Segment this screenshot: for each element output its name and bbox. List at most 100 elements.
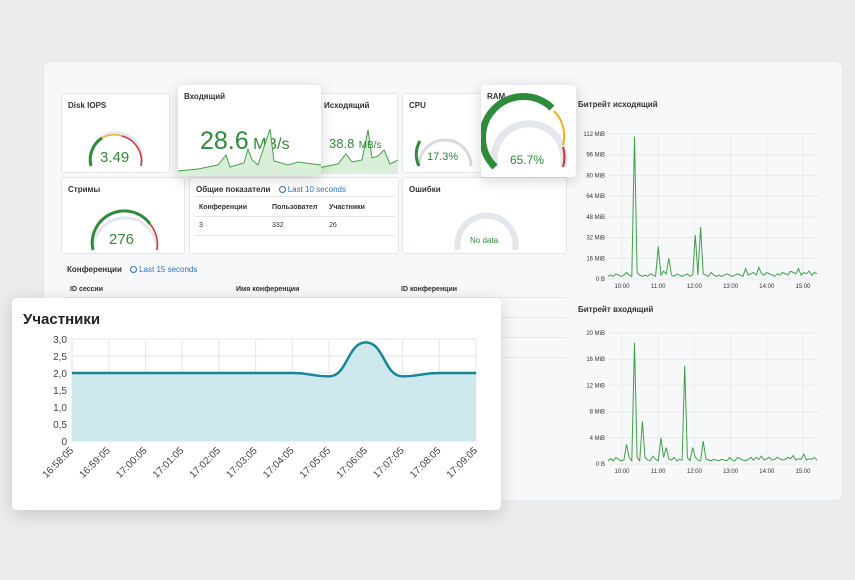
y-tick-label: 2,0 bbox=[53, 369, 67, 380]
popup-title: Участники bbox=[23, 311, 101, 328]
y-tick-label: 1,0 bbox=[53, 403, 67, 414]
col-conference-id[interactable]: ID конференции bbox=[401, 286, 458, 293]
summary-time-range[interactable]: Last 10 seconds bbox=[278, 185, 346, 194]
outgoing-unit: MB/s bbox=[358, 140, 382, 151]
conferences-time-range[interactable]: Last 15 seconds bbox=[130, 265, 197, 274]
y-tick-label: 4 MiB bbox=[590, 436, 605, 442]
summary-title: Общие показатели bbox=[196, 185, 271, 194]
streams-value: 276 bbox=[109, 231, 135, 248]
x-tick-label: 17:07:05 bbox=[371, 445, 407, 481]
disk-iops-gauge bbox=[88, 131, 144, 167]
panel-title: Исходящий bbox=[324, 101, 370, 110]
summary-header-line bbox=[195, 216, 395, 217]
x-tick-label: 10:00 bbox=[614, 284, 630, 290]
x-tick-label: 17:08:05 bbox=[408, 445, 444, 481]
incoming-number: 28.6 bbox=[200, 127, 249, 155]
y-tick-label: 16 MiB bbox=[586, 357, 605, 363]
series-line bbox=[607, 136, 818, 278]
x-tick-label: 15:00 bbox=[795, 284, 811, 290]
x-tick-label: 17:02:05 bbox=[188, 445, 224, 481]
ram-panel: RAM 65.7% bbox=[481, 85, 576, 177]
y-tick-label: 112 MiB bbox=[583, 132, 605, 138]
x-tick-label: 11:00 bbox=[651, 469, 666, 475]
bitrate-out-chart: 112 MiB 96 MiB 80 MiB 64 MiB 48 MiB 32 MiB 16 … bbox=[583, 132, 818, 290]
cell-participants: 26 bbox=[329, 222, 337, 229]
x-tick-label: 17:09:05 bbox=[445, 445, 481, 481]
cpu-panel: CPU 17.3% bbox=[402, 93, 482, 173]
outgoing-value: 38.8 MB/s bbox=[329, 135, 382, 153]
bitrate-in-panel: Битрейт входящий 20 MiB 16 MiB 12 MiB 8 MiB… bbox=[572, 298, 827, 488]
summary-row-line bbox=[195, 235, 395, 236]
x-tick-label: 16:58:05 bbox=[41, 445, 77, 481]
x-tick-label: 17:00:05 bbox=[114, 445, 150, 481]
panel-title: RAM bbox=[487, 92, 506, 101]
y-tick-label: 8 MiB bbox=[590, 410, 605, 416]
y-tick-label: 16 MiB bbox=[586, 256, 605, 262]
x-tick-label: 14:00 bbox=[759, 284, 775, 290]
incoming-sparkline bbox=[178, 128, 321, 176]
x-tick-label: 17:03:05 bbox=[224, 445, 260, 481]
y-tick-label: 20 MiB bbox=[586, 331, 605, 337]
series-line bbox=[607, 342, 818, 463]
outgoing-sparkline bbox=[318, 129, 398, 174]
conferences-title: Конференции bbox=[67, 265, 122, 274]
x-tick-label: 17:04:05 bbox=[261, 445, 297, 481]
panel-title: Стримы bbox=[68, 185, 101, 194]
bitrate-in-chart: 20 MiB 16 MiB 12 MiB 8 MiB 4 MiB 0 B 10:00 11:0… bbox=[586, 331, 818, 475]
x-tick-label: 12:00 bbox=[687, 284, 703, 290]
disk-iops-value: 3.49 bbox=[100, 149, 130, 166]
x-tick-label: 14:00 bbox=[759, 469, 775, 475]
y-tick-label: 48 MiB bbox=[586, 215, 605, 221]
participants-chart: 3,0 2,5 2,0 1,5 1,0 0,5 016:58:05 16:59:05 17:00… bbox=[41, 335, 481, 481]
panel-title: Битрейт исходящий bbox=[578, 100, 658, 109]
bitrate-out-panel: Битрейт исходящий 112 MiB 96 MiB 80 MiB 64 … bbox=[572, 93, 827, 293]
y-tick-label: 64 MiB bbox=[586, 194, 605, 200]
panel-title: Disk IOPS bbox=[68, 101, 107, 110]
col-participants[interactable]: Участники bbox=[329, 204, 365, 211]
summary-top-line bbox=[195, 196, 395, 197]
ram-gauge bbox=[481, 92, 568, 170]
x-tick-label: 17:01:05 bbox=[151, 445, 187, 481]
clock-icon bbox=[130, 266, 138, 273]
participants-popup: Участники 3,0 2,5 2,0 1,5 1,0 0,5 0 16:58:05 16:… bbox=[12, 298, 501, 510]
col-conferences[interactable]: Конференции bbox=[199, 204, 248, 211]
y-tick-label: 0,5 bbox=[53, 420, 67, 431]
y-tick-label: 0 bbox=[61, 437, 67, 448]
x-tick-label: 10:00 bbox=[614, 469, 630, 475]
outgoing-panel: Исходящий 38.8 MB/s bbox=[318, 93, 398, 174]
y-tick-label: 0 B bbox=[596, 277, 605, 283]
streams-panel: Стримы 276 bbox=[61, 177, 185, 254]
x-tick-label: 13:00 bbox=[723, 469, 739, 475]
y-tick-label: 3,0 bbox=[53, 335, 67, 346]
y-tick-label: 12 MiB bbox=[586, 383, 605, 389]
y-tick-label: 32 MiB bbox=[586, 236, 605, 242]
x-tick-label: 17:05:05 bbox=[298, 445, 334, 481]
panel-title: Общие показатели Last 10 seconds bbox=[196, 185, 346, 194]
cpu-value: 17.3% bbox=[427, 151, 459, 163]
panel-title: Входящий bbox=[184, 92, 226, 101]
incoming-panel: Входящий 28.6 MB/s bbox=[178, 85, 321, 176]
y-tick-label: 2,5 bbox=[53, 352, 67, 363]
col-users[interactable]: Пользовател bbox=[272, 204, 318, 211]
area-fill bbox=[72, 342, 476, 441]
x-tick-label: 16:59:05 bbox=[78, 445, 114, 481]
y-tick-label: 96 MiB bbox=[586, 153, 605, 159]
y-tick-label: 1,5 bbox=[53, 386, 67, 397]
ram-value: 65.7% bbox=[510, 153, 545, 167]
summary-time-range-label: Last 10 seconds bbox=[287, 185, 346, 194]
x-tick-label: 13:00 bbox=[723, 284, 739, 290]
summary-table: Конференции Пользовател Участники 3 332 … bbox=[190, 178, 400, 255]
panel-title: Конференции Last 15 seconds bbox=[67, 265, 197, 274]
clock-icon bbox=[278, 186, 286, 193]
conferences-header-line bbox=[66, 297, 566, 298]
summary-panel: Общие показатели Last 10 seconds Конфере… bbox=[189, 177, 399, 254]
panel-title: CPU bbox=[409, 101, 426, 110]
cell-conferences: 3 bbox=[199, 222, 203, 229]
y-tick-label: 80 MiB bbox=[586, 173, 605, 179]
col-session-id[interactable]: ID сессии bbox=[70, 286, 104, 293]
series-line bbox=[71, 341, 476, 378]
y-tick-label: 0 B bbox=[596, 462, 605, 468]
errors-no-data: No data bbox=[470, 236, 499, 245]
cell-users: 332 bbox=[272, 222, 284, 229]
col-conference-name[interactable]: Имя конференции bbox=[236, 286, 300, 293]
